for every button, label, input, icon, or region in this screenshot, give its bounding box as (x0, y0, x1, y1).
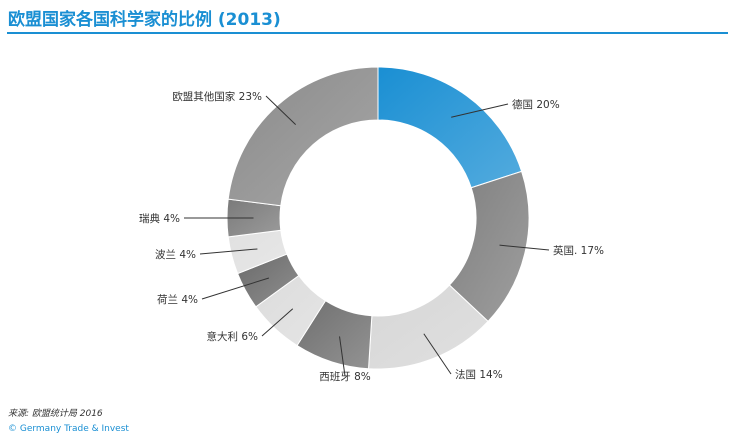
copyright-note: © Germany Trade & Invest (8, 424, 129, 434)
leader-line-7 (199, 248, 258, 255)
donut-chart: 德国 20% 英国. 17% 法国 14% 西班牙 8% 意大利 6% 荷兰 4% 波兰 4… (139, 66, 604, 383)
slice-label-2: 英国. 17% (553, 244, 604, 257)
leader-line-3 (423, 333, 452, 375)
leader-line-6 (201, 277, 270, 300)
slice-label-7: 波兰 4% (155, 248, 196, 261)
leader-line-5 (261, 308, 294, 337)
source-note: 来源: 欧盟统计局 2016 (8, 409, 103, 419)
leader-line-2 (499, 244, 550, 251)
slice-label-3: 法国 14% (455, 368, 503, 381)
leader-line-9 (265, 95, 297, 125)
slice-label-1: 德国 20% (512, 98, 560, 111)
slice-1 (377, 66, 523, 189)
slice-label-4: 西班牙 8% (319, 371, 371, 383)
title-divider (7, 32, 728, 34)
slice-label-5: 意大利 6% (207, 330, 259, 343)
leader-line-1 (451, 103, 509, 118)
leader-line-4 (339, 336, 346, 377)
slice-9 (227, 66, 379, 207)
chart-title: 欧盟国家各国科学家的比例 (2013) (8, 10, 281, 30)
slice-label-6: 荷兰 4% (157, 293, 198, 306)
slice-label-8: 瑞典 4% (139, 212, 180, 225)
slice-label-9: 欧盟其他国家 23% (172, 90, 262, 103)
